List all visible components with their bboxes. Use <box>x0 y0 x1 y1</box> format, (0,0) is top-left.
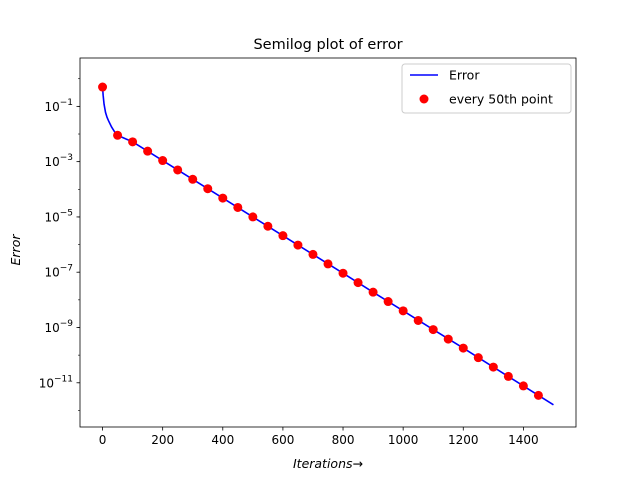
data-point <box>158 156 168 166</box>
legend-entry-error: Error <box>449 68 480 83</box>
y-tick-label: 10−11 <box>39 374 73 390</box>
data-point <box>233 202 243 212</box>
x-tick-label: 400 <box>211 433 234 447</box>
data-point <box>203 184 213 194</box>
chart-title: Semilog plot of error <box>253 37 402 53</box>
data-point <box>458 343 468 353</box>
x-tick-label: 0 <box>99 433 107 447</box>
x-tick-label: 800 <box>332 433 355 447</box>
data-point <box>428 325 438 335</box>
data-point <box>188 174 198 184</box>
data-point <box>293 240 303 250</box>
data-point <box>353 278 363 288</box>
legend: Error every 50th point <box>401 63 572 114</box>
y-tick-label: 10−1 <box>44 98 73 114</box>
y-tick-label: 10−5 <box>44 208 73 224</box>
data-point <box>128 137 138 147</box>
data-point <box>488 362 498 372</box>
data-point <box>98 82 108 92</box>
x-tick-label: 1200 <box>448 433 479 447</box>
x-tick-label: 1000 <box>388 433 419 447</box>
x-tick-label: 1400 <box>508 433 539 447</box>
data-point <box>218 193 228 203</box>
data-point <box>398 306 408 316</box>
data-point <box>248 212 258 222</box>
legend-box <box>401 63 572 114</box>
y-tick-label: 10−7 <box>44 264 73 280</box>
data-point <box>323 259 333 269</box>
data-point <box>143 146 153 156</box>
data-point <box>503 371 513 381</box>
data-point <box>173 165 183 175</box>
data-point <box>413 315 423 325</box>
data-point <box>263 221 273 231</box>
plot-area: 0 200 400 600 800 1000 1200 1400 10−1 10−3 10−5 10−… <box>39 57 577 447</box>
axes-frame <box>79 57 577 428</box>
x-tick-label: 600 <box>271 433 294 447</box>
data-point <box>278 231 288 241</box>
x-axis-label: Iterations→ <box>293 456 363 471</box>
y-tick-label: 10−3 <box>44 153 73 169</box>
legend-entry-every-50th: every 50th point <box>449 92 553 107</box>
x-tick-label: 200 <box>151 433 174 447</box>
data-point <box>473 353 483 363</box>
data-point <box>443 334 453 344</box>
data-point <box>383 297 393 307</box>
data-point <box>338 268 348 278</box>
y-axis-label: Error <box>8 234 23 266</box>
y-tick-label: 10−9 <box>44 319 73 335</box>
data-point <box>518 381 528 391</box>
data-point <box>113 130 123 140</box>
data-point <box>368 287 378 297</box>
data-point <box>308 249 318 259</box>
legend-marker-swatch <box>419 94 429 104</box>
series-group <box>98 82 554 406</box>
data-point <box>533 390 543 400</box>
